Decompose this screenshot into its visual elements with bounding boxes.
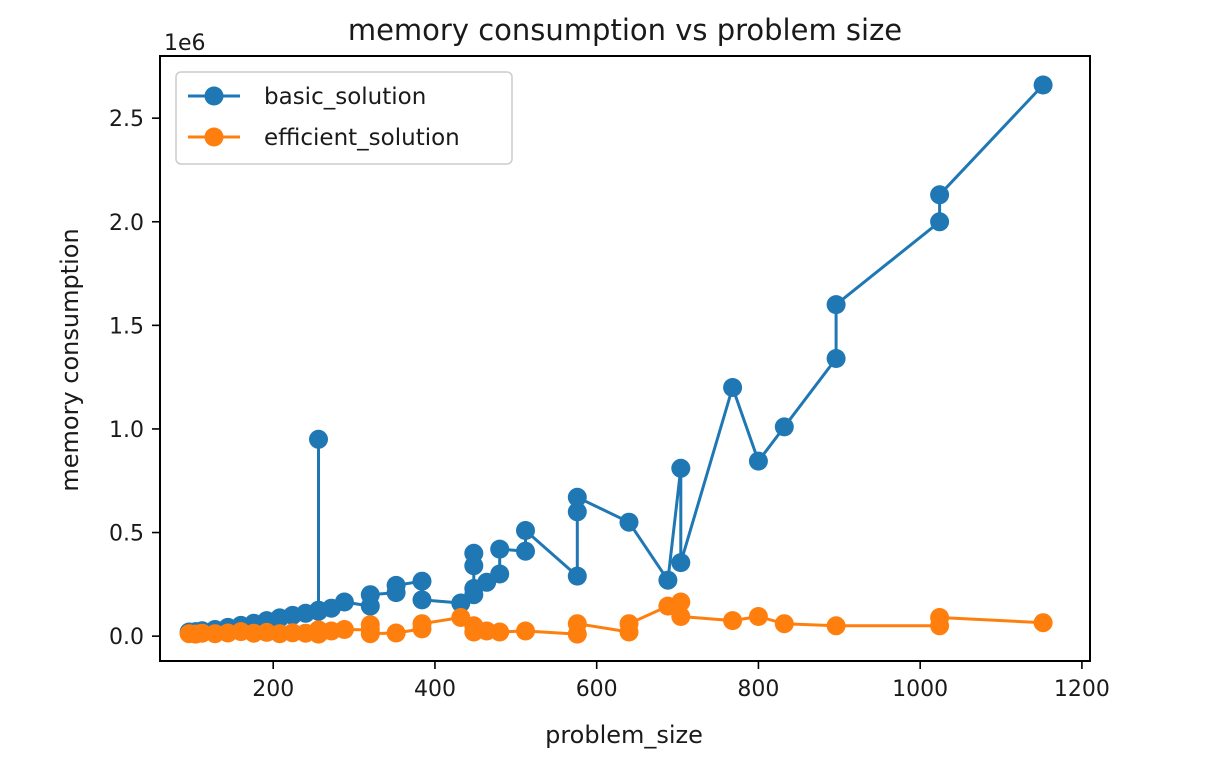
data-point: [723, 378, 743, 397]
data-point: [671, 553, 691, 573]
series-efficient-solution: [179, 592, 1053, 644]
data-point: [567, 487, 587, 507]
legend-label: efficient_solution: [264, 125, 460, 151]
legend-box: [175, 71, 513, 165]
data-point: [360, 624, 380, 644]
y-offset-label: 1e6: [164, 31, 206, 56]
data-point: [619, 614, 639, 634]
data-point: [516, 521, 535, 540]
data-point: [412, 614, 432, 634]
legend-item: efficient_solution: [188, 125, 460, 151]
data-point: [412, 571, 432, 591]
data-point: [748, 607, 768, 626]
data-point: [516, 541, 535, 561]
x-tick-label: 600: [576, 677, 618, 702]
data-point: [774, 417, 794, 437]
data-point: [723, 611, 743, 631]
x-axis-label: problem_size: [545, 721, 703, 749]
x-tick-label: 200: [252, 677, 294, 702]
data-point: [360, 585, 380, 605]
data-point: [516, 621, 535, 641]
series-line: [189, 83, 1045, 634]
y-tick-label: 2.0: [109, 211, 144, 236]
y-tick-label: 1.0: [109, 418, 144, 443]
data-point: [1033, 75, 1053, 95]
data-point: [748, 451, 768, 471]
data-point: [1033, 613, 1053, 633]
data-point: [658, 570, 678, 590]
data-point: [930, 212, 950, 232]
data-point: [826, 349, 846, 368]
data-point: [826, 616, 846, 636]
data-point: [386, 575, 406, 595]
legend-item: basic_solution: [188, 84, 426, 110]
legend-label: basic_solution: [264, 84, 426, 110]
data-point: [930, 185, 950, 205]
y-tick-label: 1.5: [109, 314, 144, 339]
y-axis-label: memory consumption: [56, 228, 84, 491]
x-tick-label: 800: [737, 677, 779, 702]
data-point: [567, 502, 587, 522]
data-point: [334, 620, 354, 639]
data-point: [309, 429, 328, 449]
data-point: [671, 592, 691, 612]
data-point: [567, 614, 587, 634]
x-tick-label: 1200: [1054, 677, 1110, 702]
y-tick-label: 2.5: [109, 107, 144, 132]
legend-marker: [204, 86, 224, 106]
legend: basic_solution efficient_solution: [175, 71, 513, 165]
data-point: [386, 623, 406, 643]
x-tick-label: 400: [414, 677, 456, 702]
data-point: [490, 539, 510, 559]
data-point: [671, 607, 691, 626]
data-point: [464, 543, 484, 563]
data-point: [490, 564, 510, 584]
data-point: [490, 622, 510, 642]
y-tick-label: 0.5: [109, 522, 144, 547]
legend-marker: [204, 127, 224, 147]
data-point: [567, 566, 587, 586]
y-tick-label: 0.0: [109, 625, 144, 650]
x-tick-label: 1000: [892, 677, 948, 702]
data-point: [334, 592, 354, 612]
data-point: [826, 295, 846, 315]
data-point: [774, 614, 794, 634]
chart-title: memory consumption vs problem size: [348, 13, 902, 47]
data-point: [930, 608, 950, 627]
plot-frame: [159, 55, 1091, 662]
data-point: [671, 458, 691, 478]
series-layer: [179, 75, 1053, 644]
data-point: [619, 512, 639, 532]
axes-layer: 200 400 600 800 1000 1200 0.0 0.5 1.0 1.5 2.0 2.5: [109, 55, 1110, 702]
data-point: [412, 590, 432, 610]
